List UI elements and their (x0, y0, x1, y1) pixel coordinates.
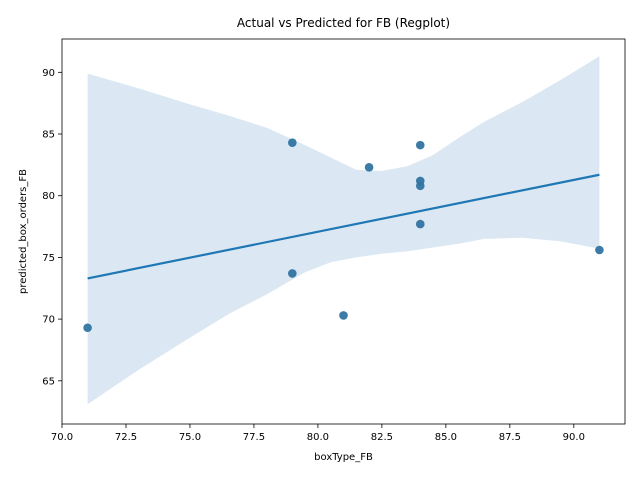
x-tick-label: 77.5 (243, 432, 265, 443)
data-point (339, 311, 348, 320)
x-tick-label: 87.5 (499, 432, 521, 443)
x-axis-title: boxType_FB (314, 452, 373, 463)
chart-title: Actual vs Predicted for FB (Regplot) (237, 16, 450, 30)
data-point (83, 323, 92, 333)
data-point (415, 181, 425, 191)
y-tick-label: 65 (42, 376, 55, 387)
scatter-points-layer (83, 138, 604, 333)
data-point (364, 163, 374, 172)
x-tick-label: 70.0 (51, 432, 73, 443)
data-point (288, 269, 297, 278)
plot-frame (61, 38, 626, 425)
data-point (288, 138, 297, 147)
y-axis-ticks: 65 70 75 80 85 90 (42, 68, 62, 387)
confidence-band (87, 56, 600, 405)
x-axis-ticks: 70.0 72.5 75.0 77.5 80.0 82.5 85.0 87.5 90.0 (51, 424, 585, 443)
x-tick-label: 82.5 (371, 432, 393, 443)
y-tick-label: 75 (42, 253, 55, 264)
y-tick-label: 85 (42, 130, 55, 141)
x-tick-label: 72.5 (115, 432, 137, 443)
regression-line-layer (87, 173, 600, 280)
y-axis-title: predicted_box_orders_FB (18, 169, 29, 294)
y-tick-label: 90 (42, 68, 55, 79)
y-tick-label: 70 (42, 315, 55, 326)
data-point (595, 245, 604, 255)
x-tick-label: 90.0 (563, 432, 585, 443)
y-tick-label: 80 (42, 191, 55, 202)
x-tick-label: 80.0 (307, 432, 329, 443)
regression-line (87, 173, 600, 280)
confidence-band-layer (87, 56, 600, 405)
x-tick-label: 75.0 (179, 432, 201, 443)
data-point (415, 140, 425, 150)
data-point (415, 219, 425, 229)
x-tick-label: 85.0 (435, 432, 457, 443)
